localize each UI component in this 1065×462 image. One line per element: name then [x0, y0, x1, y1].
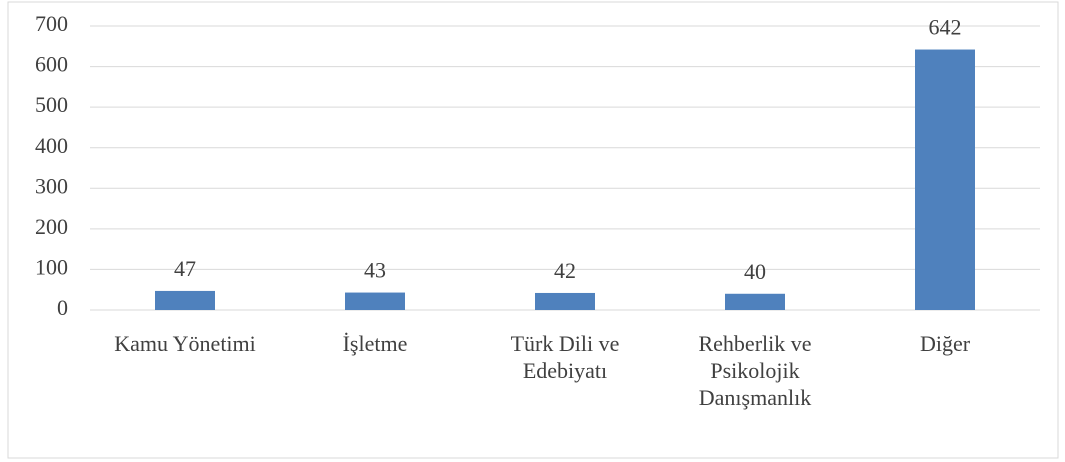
chart-border — [7, 1, 1059, 459]
x-tick-label: Türk Dili ve Edebiyatı — [510, 331, 620, 383]
x-tick-label: İşletme — [342, 331, 408, 356]
x-tick-label: Rehberlik ve Psikolojik Danışmanlık — [698, 331, 812, 410]
y-tick-label: 200 — [35, 214, 68, 239]
data-label: 43 — [364, 258, 386, 283]
bar — [345, 292, 405, 310]
x-tick-label: Diğer — [919, 331, 971, 356]
bar — [725, 293, 785, 310]
y-tick-label: 500 — [35, 92, 68, 117]
y-tick-label: 300 — [35, 173, 68, 198]
data-label: 42 — [554, 258, 576, 283]
y-tick-label: 600 — [35, 52, 68, 77]
bar — [915, 49, 975, 310]
y-tick-label: 0 — [57, 295, 68, 320]
x-tick-label: Kamu Yönetimi — [114, 331, 256, 356]
y-tick-label: 700 — [35, 11, 68, 36]
y-tick-label: 100 — [35, 254, 68, 279]
data-label: 642 — [929, 15, 962, 40]
bar — [535, 292, 595, 310]
data-label: 40 — [744, 259, 766, 284]
bar — [155, 290, 215, 310]
data-label: 47 — [174, 256, 196, 281]
y-tick-label: 400 — [35, 133, 68, 158]
